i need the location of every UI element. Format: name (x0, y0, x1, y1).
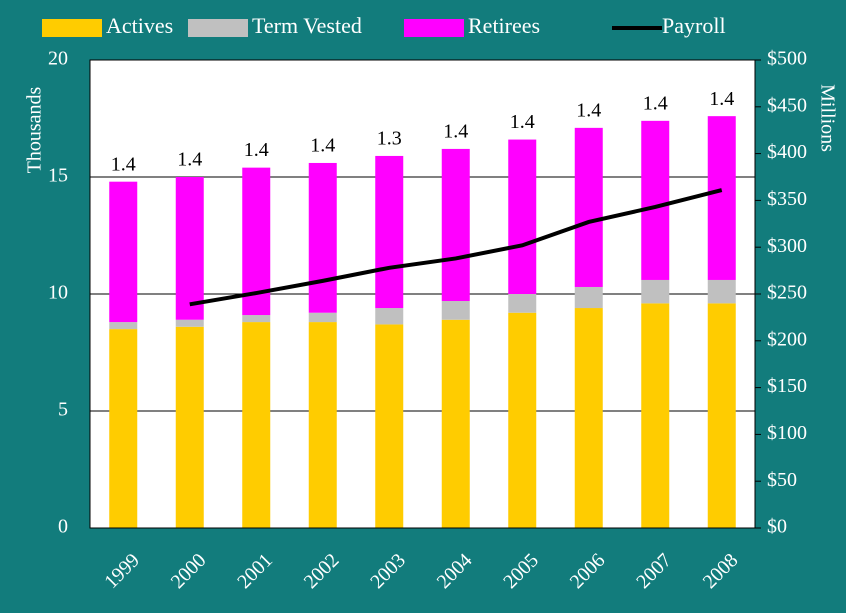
bar-segment (641, 120, 670, 280)
y2-tick-label: $500 (767, 48, 807, 70)
legend-swatch (404, 19, 464, 37)
bar-segment (574, 286, 603, 309)
bar-segment (175, 319, 204, 327)
ratio-label: 1.4 (443, 121, 468, 143)
ratio-label: 1.4 (709, 88, 734, 110)
bar-segment (508, 139, 537, 294)
bar-segment (375, 155, 404, 309)
bar-segment (441, 148, 470, 302)
y2-tick-label: $50 (767, 469, 797, 491)
bar-segment (707, 279, 736, 304)
bar-segment (574, 127, 603, 287)
y2-tick-label: $300 (767, 235, 807, 257)
y-tick-label: 5 (58, 399, 68, 421)
y-tick-label: 0 (58, 516, 68, 538)
ratio-label: 1.4 (177, 149, 202, 171)
bar-segment (441, 319, 470, 528)
ratio-label: 1.4 (310, 135, 335, 157)
y2-tick-label: $400 (767, 141, 807, 163)
ratio-label: 1.4 (244, 139, 269, 161)
bar-segment (175, 177, 204, 320)
legend-swatch (188, 19, 248, 37)
y2-tick-label: $150 (767, 375, 807, 397)
bar-segment (242, 322, 271, 528)
ratio-label: 1.4 (576, 99, 601, 121)
y2-tick-label: $100 (767, 422, 807, 444)
legend-label: Retirees (468, 13, 540, 38)
legend-label: Payroll (662, 13, 726, 38)
bar-segment (109, 181, 138, 323)
bar-segment (441, 301, 470, 320)
y2-tick-label: $200 (767, 328, 807, 350)
payroll-line (189, 188, 723, 307)
bar-segment (175, 326, 204, 528)
y2-axis-label: Millions (816, 84, 838, 152)
y-tick-label: 20 (48, 48, 68, 70)
bar-segment (308, 162, 337, 313)
y2-tick-label: $250 (767, 282, 807, 304)
bar-segment (508, 312, 537, 528)
ratio-label: 1.4 (510, 111, 535, 133)
y-tick-label: 15 (48, 165, 68, 187)
bar-segment (109, 322, 138, 330)
ratio-label: 1.4 (111, 153, 136, 175)
bar-segment (707, 116, 736, 280)
bar-segment (641, 279, 670, 304)
legend-label: Actives (106, 13, 173, 38)
ratio-label: 1.3 (377, 128, 402, 150)
bar-segment (109, 329, 138, 528)
bar-segment (308, 312, 337, 323)
y2-tick-label: $350 (767, 188, 807, 210)
bar-segment (508, 294, 537, 313)
bar-segment (574, 308, 603, 528)
bar-segment (375, 308, 404, 325)
y2-tick-label: $450 (767, 94, 807, 116)
y-axis-label: Thousands (24, 86, 46, 173)
bar-segment (242, 315, 271, 323)
bar-segment (308, 322, 337, 528)
y2-tick-label: $0 (767, 516, 787, 538)
legend-label: Term Vested (252, 13, 362, 38)
legend-swatch (42, 19, 102, 37)
bar-segment (641, 303, 670, 528)
bar-segment (375, 324, 404, 528)
ratio-label: 1.4 (643, 92, 668, 114)
plot-border (89, 59, 756, 529)
y-tick-label: 10 (48, 282, 68, 304)
bar-segment (707, 303, 736, 528)
